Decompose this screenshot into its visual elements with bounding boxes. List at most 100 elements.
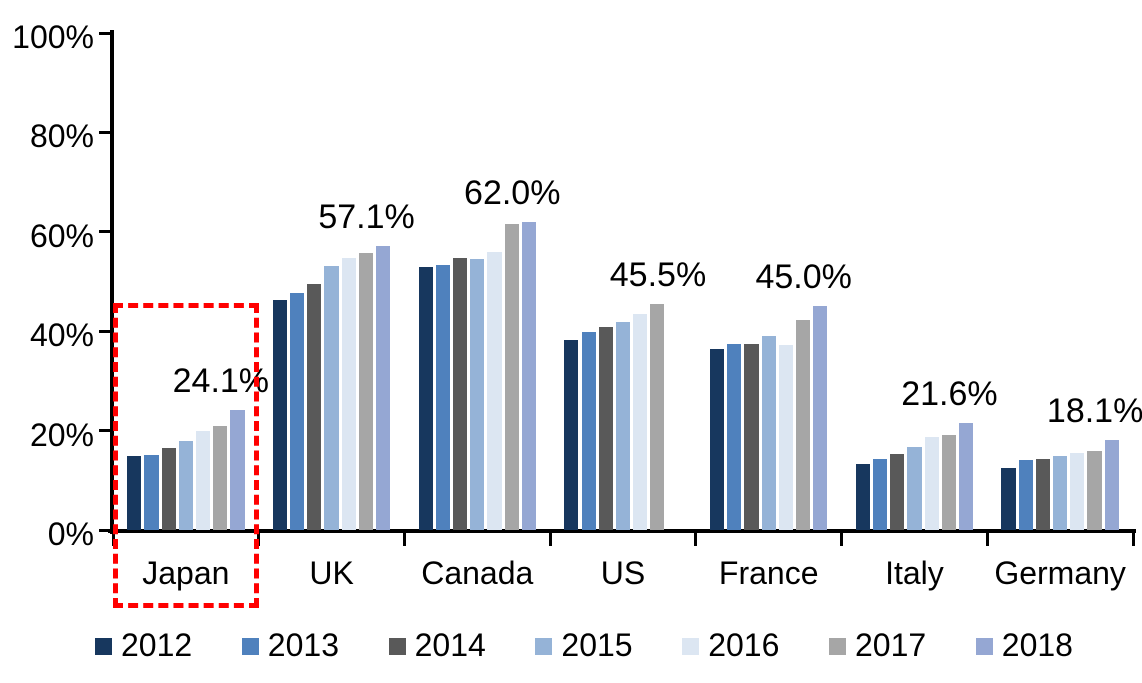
legend-item-2014: 2014 bbox=[388, 627, 486, 663]
bar-japan-2018 bbox=[230, 410, 245, 530]
value-label-uk: 57.1% bbox=[318, 198, 415, 237]
y-tick-mark bbox=[99, 429, 111, 433]
bar-france-2018 bbox=[813, 306, 828, 530]
bar-uk-2014 bbox=[307, 283, 322, 530]
bar-germany-2016 bbox=[1070, 452, 1085, 530]
bar-italy-2014 bbox=[890, 453, 905, 530]
category-label-italy: Italy bbox=[885, 555, 944, 591]
legend-label-2012: 2012 bbox=[121, 627, 193, 663]
y-tick-mark bbox=[99, 528, 111, 532]
value-label-japan: 24.1% bbox=[172, 362, 270, 401]
bar-us-2015 bbox=[615, 321, 631, 530]
bar-italy-2013 bbox=[872, 459, 888, 530]
legend-item-2013: 2013 bbox=[241, 627, 339, 663]
bar-canada-2016 bbox=[487, 251, 502, 530]
legend-label-2016: 2016 bbox=[708, 627, 780, 663]
bar-uk-2016 bbox=[341, 257, 356, 530]
legend-label-2018: 2018 bbox=[1001, 627, 1073, 663]
x-tick-mark bbox=[402, 533, 406, 546]
japan-highlight-box bbox=[113, 303, 259, 608]
bar-canada-2017 bbox=[504, 223, 519, 530]
legend-label-2015: 2015 bbox=[561, 627, 633, 663]
legend-swatch-2018 bbox=[975, 637, 993, 655]
y-axis-line bbox=[110, 30, 114, 534]
bar-france-2013 bbox=[727, 343, 742, 530]
category-label-us: US bbox=[600, 555, 646, 591]
bar-uk-2013 bbox=[290, 292, 305, 530]
bar-france-2015 bbox=[761, 336, 776, 530]
legend-swatch-2014 bbox=[388, 637, 406, 655]
bar-us-2014 bbox=[598, 326, 613, 530]
value-label-us: 45.5% bbox=[609, 255, 707, 294]
legend-swatch-2015 bbox=[535, 637, 553, 655]
y-tick-mark bbox=[99, 130, 111, 134]
y-tick-label: 20% bbox=[29, 416, 94, 453]
bar-japan-2013 bbox=[144, 455, 159, 530]
y-tick-label: 40% bbox=[29, 317, 94, 354]
bar-uk-2017 bbox=[358, 253, 374, 530]
legend-swatch-2016 bbox=[682, 637, 700, 655]
bar-uk-2018 bbox=[376, 246, 391, 530]
bar-canada-2012 bbox=[418, 266, 433, 530]
bar-us-2017 bbox=[650, 303, 665, 530]
y-tick-mark bbox=[99, 230, 111, 234]
bar-italy-2016 bbox=[924, 436, 939, 530]
legend-swatch-2017 bbox=[828, 637, 846, 655]
bar-uk-2015 bbox=[324, 265, 339, 530]
bar-us-2012 bbox=[564, 340, 579, 530]
bar-uk-2012 bbox=[272, 300, 288, 530]
bar-germany-2014 bbox=[1035, 459, 1051, 530]
category-label-canada: Canada bbox=[421, 555, 534, 591]
value-label-france: 45.0% bbox=[755, 258, 852, 297]
x-axis-line bbox=[108, 529, 1136, 533]
bar-canada-2018 bbox=[521, 221, 536, 530]
bar-france-2012 bbox=[710, 349, 725, 530]
bar-japan-2015 bbox=[178, 441, 193, 530]
x-tick-mark bbox=[985, 533, 989, 546]
y-tick-mark bbox=[99, 31, 111, 35]
bar-canada-2013 bbox=[435, 265, 450, 530]
legend-item-2018: 2018 bbox=[975, 627, 1073, 663]
x-tick-mark bbox=[840, 533, 844, 546]
bar-italy-2012 bbox=[855, 464, 870, 530]
legend-label-2014: 2014 bbox=[414, 627, 486, 663]
bar-us-2013 bbox=[581, 331, 596, 530]
y-tick-mark bbox=[99, 329, 111, 333]
y-tick-label: 60% bbox=[29, 217, 94, 254]
bar-germany-2012 bbox=[1001, 467, 1016, 530]
bar-japan-2014 bbox=[161, 448, 176, 530]
legend-label-2013: 2013 bbox=[267, 627, 339, 663]
bar-japan-2012 bbox=[127, 455, 142, 530]
bar-canada-2014 bbox=[452, 257, 468, 530]
value-label-germany: 18.1% bbox=[1046, 392, 1142, 431]
x-tick-mark bbox=[548, 533, 552, 546]
y-tick-label: 80% bbox=[29, 118, 94, 155]
y-tick-label: 0% bbox=[47, 516, 94, 552]
bar-us-2016 bbox=[633, 313, 648, 530]
category-label-uk: UK bbox=[309, 555, 354, 591]
legend-swatch-2013 bbox=[241, 637, 259, 655]
legend-item-2016: 2016 bbox=[682, 629, 779, 661]
bar-japan-2017 bbox=[213, 425, 228, 530]
value-label-canada: 62.0% bbox=[464, 173, 561, 212]
y-tick-label: 100% bbox=[12, 19, 94, 55]
bar-france-2016 bbox=[778, 345, 793, 530]
x-tick-mark bbox=[694, 533, 698, 546]
legend-item-2017: 2017 bbox=[828, 627, 927, 663]
x-tick-mark bbox=[1131, 533, 1135, 546]
value-label-italy: 21.6% bbox=[901, 374, 998, 413]
bar-germany-2013 bbox=[1018, 460, 1033, 530]
legend: 2012 2013 2014 2015 2016 2017 2018 bbox=[95, 629, 1073, 661]
bar-germany-2017 bbox=[1087, 450, 1102, 530]
bar-italy-2017 bbox=[941, 435, 956, 530]
bar-germany-2015 bbox=[1053, 456, 1068, 530]
legend-swatch-2012 bbox=[95, 637, 112, 655]
legend-label-2017: 2017 bbox=[854, 627, 927, 663]
legend-item-2015: 2015 bbox=[535, 627, 633, 663]
category-label-japan: Japan bbox=[142, 555, 230, 591]
category-label-france: France bbox=[718, 555, 819, 591]
bar-italy-2018 bbox=[958, 422, 974, 530]
bar-france-2017 bbox=[796, 320, 811, 530]
bar-france-2014 bbox=[744, 343, 759, 530]
